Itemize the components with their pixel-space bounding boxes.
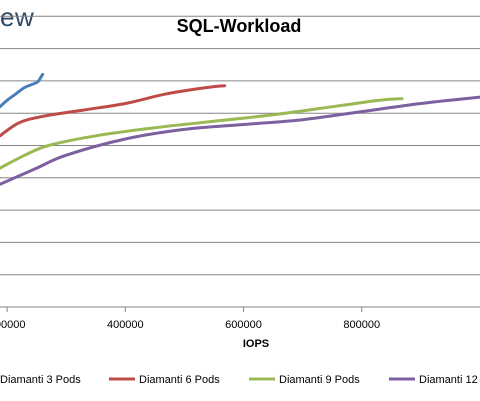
x-tick-label: 200000	[0, 319, 25, 331]
legend-item: Diamanti 9 Pods	[249, 374, 360, 386]
legend-item: Diamanti 6 Pods	[109, 374, 220, 386]
legend-item: Diamanti 3 Pods	[0, 374, 81, 386]
x-tick-label: 400000	[107, 319, 144, 331]
series-line-4	[0, 95, 480, 186]
legend: Diamanti 3 Pods Diamanti 6 Pods Diamanti 9…	[0, 374, 480, 386]
chart-title: SQL-Workload	[177, 16, 302, 36]
x-tick-label: 600000	[225, 319, 262, 331]
legend-label: Diamanti 9 Pods	[279, 374, 360, 386]
legend-label: Diamanti 3 Pods	[0, 374, 81, 386]
series-line-3	[0, 97, 404, 170]
x-axis-ticks: 200000 400000 600000 800000	[0, 307, 380, 331]
legend-item: Diamanti 12 Pods	[389, 374, 480, 386]
gridlines	[0, 15, 480, 276]
legend-label: Diamanti 12 Pods	[419, 374, 480, 386]
legend-label: Diamanti 6 Pods	[139, 374, 220, 386]
x-axis-label: IOPS	[243, 338, 269, 350]
series-line-2	[0, 84, 227, 138]
series-lines	[0, 72, 480, 186]
x-tick-label: 800000	[343, 319, 380, 331]
series-line-1	[0, 72, 45, 109]
logo-text: ew	[0, 2, 35, 32]
